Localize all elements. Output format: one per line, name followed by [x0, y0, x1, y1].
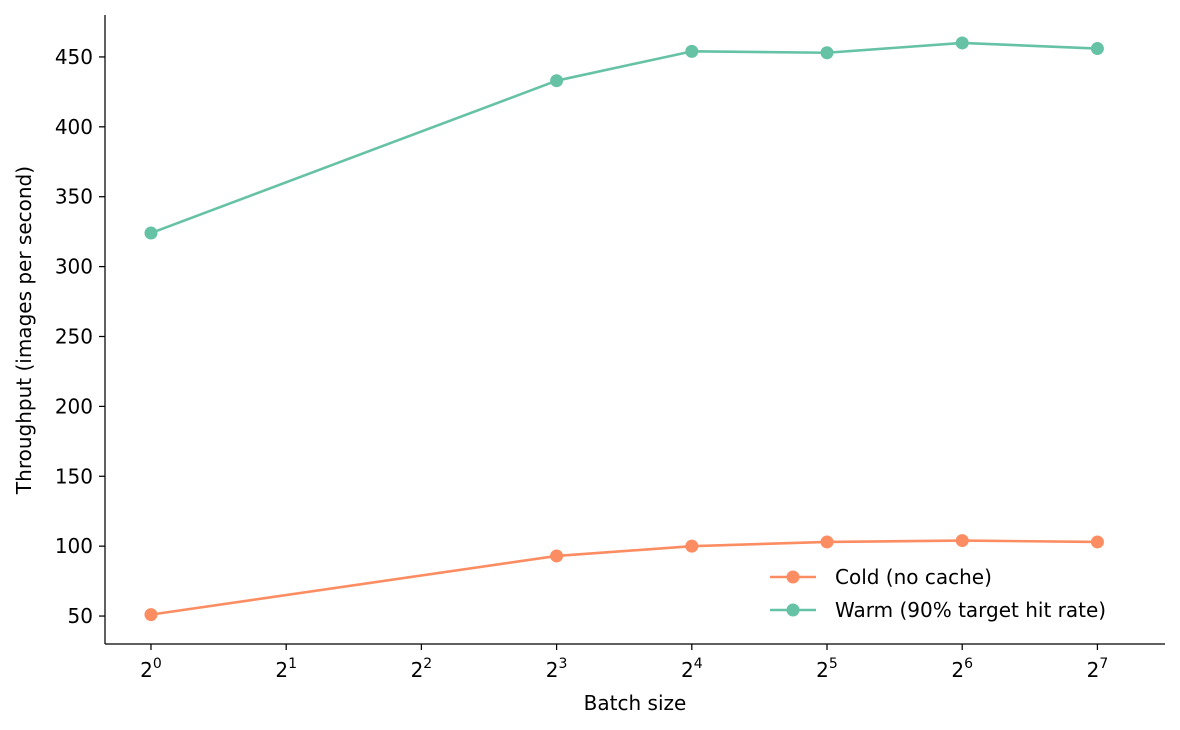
- x-tick-label: 27: [1087, 656, 1109, 682]
- data-point-series-1: [1090, 42, 1104, 56]
- x-tick-label: 21: [275, 656, 297, 682]
- legend-label: Warm (90% target hit rate): [835, 598, 1106, 622]
- x-axis-ticks: 20 21 22 23 24 25 26 27: [140, 644, 1108, 682]
- data-point-series-0: [820, 535, 834, 549]
- y-tick-label: 200: [55, 394, 93, 418]
- y-tick-label: 450: [55, 45, 93, 69]
- data-point-series-0: [550, 549, 564, 563]
- plot-area: [144, 36, 1104, 622]
- x-tick-label: 24: [681, 656, 703, 682]
- legend-swatch-marker: [786, 603, 800, 617]
- y-tick-label: 400: [55, 115, 93, 139]
- data-point-series-0: [685, 539, 699, 553]
- series-line-1: [150, 41, 1098, 235]
- data-point-series-1: [955, 36, 969, 50]
- data-point-series-0: [144, 608, 158, 622]
- data-point-series-1: [820, 46, 834, 60]
- series-line-0: [150, 539, 1098, 616]
- legend-swatch-marker: [786, 570, 800, 584]
- y-axis-label: Throughput (images per second): [12, 166, 36, 495]
- y-tick-label: 350: [55, 185, 93, 209]
- y-axis-ticks: 50 100 150 200 250 300 350 400 450: [55, 45, 105, 628]
- data-point-series-1: [144, 226, 158, 240]
- data-point-series-0: [1090, 535, 1104, 549]
- data-point-series-1: [550, 74, 564, 88]
- y-tick-label: 100: [55, 534, 93, 558]
- x-tick-label: 25: [816, 656, 838, 682]
- legend: Cold (no cache) Warm (90% target hit rate…: [770, 565, 1106, 622]
- x-tick-label: 22: [411, 656, 433, 682]
- x-axis-label: Batch size: [584, 691, 687, 715]
- y-tick-label: 250: [55, 324, 93, 348]
- data-point-series-0: [955, 534, 969, 548]
- legend-label: Cold (no cache): [835, 565, 992, 589]
- x-tick-label: 20: [140, 656, 162, 682]
- x-tick-label: 23: [546, 656, 568, 682]
- y-tick-label: 50: [68, 604, 93, 628]
- y-tick-label: 150: [55, 464, 93, 488]
- y-tick-label: 300: [55, 255, 93, 279]
- data-point-series-1: [685, 44, 699, 58]
- x-tick-label: 26: [951, 656, 973, 682]
